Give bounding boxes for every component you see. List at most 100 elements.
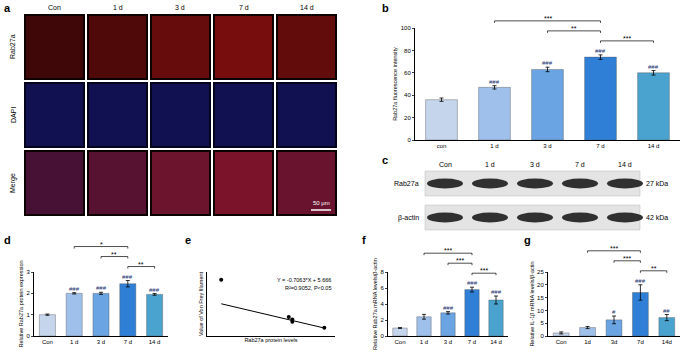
svg-text:###: ### xyxy=(96,285,107,291)
svg-text:7 d: 7 d xyxy=(124,339,132,345)
svg-text:***: *** xyxy=(610,245,618,252)
svg-text:###: ### xyxy=(149,287,160,293)
svg-text:DAPI: DAPI xyxy=(10,107,17,123)
svg-text:20: 20 xyxy=(404,115,411,121)
svg-text:Relative Rab27a protein expres: Relative Rab27a protein expression xyxy=(18,260,24,347)
svg-text:***: *** xyxy=(623,35,631,42)
svg-text:###: ### xyxy=(122,274,133,280)
svg-text:β-actin: β-actin xyxy=(398,214,419,222)
svg-text:###: ### xyxy=(595,48,606,54)
svg-text:**: ** xyxy=(571,25,577,32)
svg-text:0: 0 xyxy=(26,333,30,339)
svg-text:Con: Con xyxy=(394,339,405,345)
svg-text:2: 2 xyxy=(26,290,30,296)
svg-text:Merge: Merge xyxy=(9,173,17,193)
svg-text:**: ** xyxy=(138,261,144,268)
svg-text:con: con xyxy=(437,143,447,149)
svg-text:Con: Con xyxy=(439,161,452,168)
svg-text:7 d: 7 d xyxy=(239,4,249,11)
svg-text:###: ### xyxy=(491,289,502,295)
svg-text:***: *** xyxy=(623,255,631,262)
svg-text:20: 20 xyxy=(537,282,544,288)
svg-text:14 d: 14 d xyxy=(618,161,632,168)
svg-text:14d: 14d xyxy=(662,339,672,345)
svg-text:###: ### xyxy=(443,305,454,311)
svg-text:##: ## xyxy=(663,308,670,314)
svg-text:60: 60 xyxy=(404,70,411,76)
svg-text:e: e xyxy=(185,234,191,246)
svg-text:40: 40 xyxy=(404,92,411,98)
svg-text:2: 2 xyxy=(380,317,384,323)
svg-text:14 d: 14 d xyxy=(149,339,161,345)
svg-text:f: f xyxy=(362,234,366,246)
svg-text:***: *** xyxy=(480,267,488,274)
svg-text:1 d: 1 d xyxy=(420,339,428,345)
svg-text:###: ### xyxy=(635,278,646,284)
svg-text:Con: Con xyxy=(48,4,61,11)
svg-text:7 d: 7 d xyxy=(468,339,476,345)
svg-text:100: 100 xyxy=(401,25,412,31)
svg-text:8: 8 xyxy=(380,269,384,275)
svg-text:Relative Rab27a mRNA levels/β-: Relative Rab27a mRNA levels/β-actin xyxy=(372,258,378,350)
svg-text:***: *** xyxy=(444,247,452,254)
svg-text:15: 15 xyxy=(537,295,544,301)
svg-text:###: ### xyxy=(489,79,500,85)
svg-text:3 d: 3 d xyxy=(97,339,105,345)
svg-text:Value of Von Frey filament: Value of Von Frey filament xyxy=(198,271,204,336)
svg-text:1d: 1d xyxy=(584,339,591,345)
svg-text:27 kDa: 27 kDa xyxy=(646,180,668,187)
svg-text:R²=0.9052, P<0.05: R²=0.9052, P<0.05 xyxy=(285,285,331,291)
svg-text:c: c xyxy=(382,154,388,166)
svg-text:7d: 7d xyxy=(637,339,644,345)
svg-text:a: a xyxy=(4,2,11,14)
svg-text:*: * xyxy=(100,241,103,248)
svg-text:3 d: 3 d xyxy=(530,161,540,168)
svg-text:Con: Con xyxy=(556,339,567,345)
svg-text:4: 4 xyxy=(380,301,384,307)
svg-text:**: ** xyxy=(111,251,117,258)
svg-text:Relative IL-1β mRNA levels/β-a: Relative IL-1β mRNA levels/β-actin xyxy=(529,261,535,346)
svg-text:14 d: 14 d xyxy=(490,339,502,345)
svg-text:###: ### xyxy=(542,60,553,66)
svg-text:1 d: 1 d xyxy=(113,4,123,11)
svg-text:***: *** xyxy=(456,257,464,264)
svg-text:g: g xyxy=(524,234,531,246)
svg-text:Rab27a fluorescence intensity: Rab27a fluorescence intensity xyxy=(392,47,398,121)
svg-text:0: 0 xyxy=(407,137,411,143)
svg-text:Y = -0.7063*X + 5.666: Y = -0.7063*X + 5.666 xyxy=(277,277,331,283)
svg-text:3 d: 3 d xyxy=(543,143,551,149)
svg-text:3d: 3d xyxy=(611,339,618,345)
svg-text:7 d: 7 d xyxy=(575,161,585,168)
svg-text:6: 6 xyxy=(380,285,384,291)
svg-text:3 d: 3 d xyxy=(444,339,452,345)
svg-text:1 d: 1 d xyxy=(485,161,495,168)
svg-text:0: 0 xyxy=(380,333,384,339)
svg-text:Rab27a: Rab27a xyxy=(394,180,419,187)
svg-text:**: ** xyxy=(651,265,657,272)
svg-text:###: ### xyxy=(467,280,478,286)
svg-text:b: b xyxy=(382,2,389,14)
svg-text:80: 80 xyxy=(404,48,411,54)
svg-text:3: 3 xyxy=(26,269,30,275)
svg-text:Rab27a: Rab27a xyxy=(9,34,16,59)
svg-text:###: ### xyxy=(648,64,659,70)
svg-text:50 μm: 50 μm xyxy=(313,200,330,206)
svg-text:10: 10 xyxy=(537,308,544,314)
svg-text:1 d: 1 d xyxy=(490,143,498,149)
svg-text:14 d: 14 d xyxy=(300,4,314,11)
svg-text:42 kDa: 42 kDa xyxy=(646,214,668,221)
svg-text:7 d: 7 d xyxy=(596,143,604,149)
svg-text:14 d: 14 d xyxy=(648,143,660,149)
svg-text:***: *** xyxy=(544,15,552,22)
svg-text:Rab27a protein levels: Rab27a protein levels xyxy=(244,337,297,343)
svg-text:#: # xyxy=(612,309,616,315)
svg-text:5: 5 xyxy=(540,320,544,326)
svg-text:3 d: 3 d xyxy=(175,4,185,11)
svg-text:1 d: 1 d xyxy=(70,339,78,345)
svg-text:1: 1 xyxy=(26,312,30,318)
svg-text:0: 0 xyxy=(540,333,544,339)
svg-text:d: d xyxy=(4,234,11,246)
svg-text:25: 25 xyxy=(537,269,544,275)
svg-text:Con: Con xyxy=(42,339,53,345)
svg-text:###: ### xyxy=(69,286,80,292)
